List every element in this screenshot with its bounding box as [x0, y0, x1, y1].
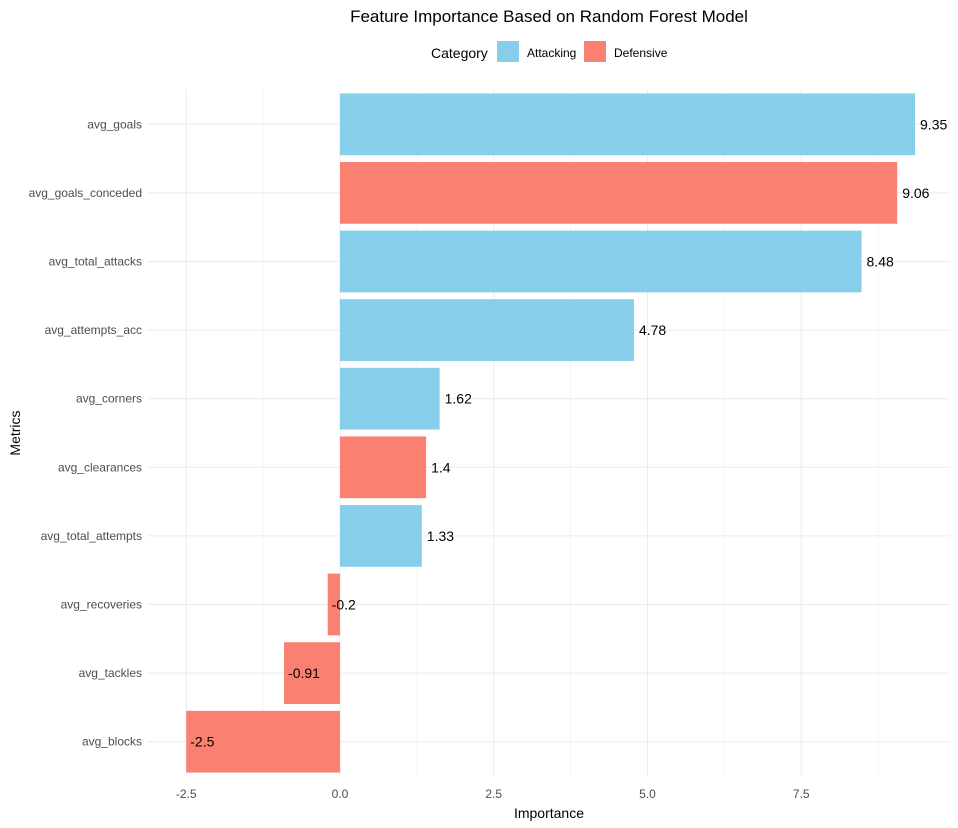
- data-label-avg-attempts-acc: 4.78: [639, 322, 666, 338]
- y-axis-title: Metrics: [7, 410, 23, 455]
- data-label-avg-total-attempts: 1.33: [427, 528, 454, 544]
- y-tick-label-avg-goals-conceded: avg_goals_conceded: [29, 186, 142, 200]
- y-tick-label-avg-tackles: avg_tackles: [79, 666, 142, 680]
- bar-avg-blocks: [186, 710, 340, 773]
- bar-avg-recoveries: [327, 573, 340, 636]
- legend: Category Attacking Defensive: [431, 41, 668, 62]
- y-tick-label-avg-corners: avg_corners: [76, 392, 142, 406]
- x-tick-label: 0.0: [332, 787, 349, 801]
- y-tick-label-avg-blocks: avg_blocks: [82, 735, 142, 749]
- x-axis-title: Importance: [514, 805, 584, 821]
- bar-avg-total-attempts: [340, 505, 422, 567]
- chart-title: Feature Importance Based on Random Fores…: [350, 7, 748, 26]
- legend-swatch-attacking: [497, 41, 519, 62]
- y-tick-label-avg-total-attacks: avg_total_attacks: [49, 255, 142, 269]
- x-tick-label: 5.0: [639, 787, 656, 801]
- legend-label-defensive: Defensive: [614, 46, 668, 60]
- data-label-avg-blocks: -2.5: [190, 734, 214, 750]
- data-label-avg-total-attacks: 8.48: [867, 254, 894, 270]
- x-tick-label: 2.5: [485, 787, 502, 801]
- y-tick-label-avg-total-attempts: avg_total_attempts: [41, 529, 142, 543]
- bars: [186, 93, 916, 773]
- bar-avg-tackles: [284, 642, 340, 704]
- bar-avg-goals: [340, 93, 916, 156]
- bar-avg-attempts-acc: [340, 299, 634, 361]
- legend-label-attacking: Attacking: [527, 46, 576, 60]
- x-tick-labels: -2.5 0.0 2.5 5.0 7.5: [176, 787, 810, 801]
- data-label-avg-goals: 9.35: [920, 116, 947, 132]
- y-tick-label-avg-attempts-acc: avg_attempts_acc: [45, 323, 142, 337]
- bar-avg-goals-conceded: [340, 162, 898, 224]
- data-labels: 9.35 9.06 8.48 4.78 1.62 1.4 1.33 -0.2 -0.91 -2.5: [190, 116, 947, 749]
- y-tick-label-avg-goals: avg_goals: [87, 117, 142, 131]
- y-tick-labels: avg_goals avg_goals_conceded avg_total_att…: [29, 117, 142, 748]
- bar-avg-total-attacks: [340, 230, 862, 293]
- data-label-avg-clearances: 1.4: [431, 459, 451, 475]
- x-tick-label: -2.5: [176, 787, 197, 801]
- data-label-avg-tackles: -0.91: [288, 665, 320, 681]
- legend-title: Category: [431, 45, 488, 61]
- bar-avg-clearances: [340, 436, 427, 499]
- data-label-avg-corners: 1.62: [445, 391, 472, 407]
- y-tick-label-avg-clearances: avg_clearances: [58, 460, 142, 474]
- x-tick-label: 7.5: [793, 787, 810, 801]
- legend-swatch-defensive: [584, 41, 606, 62]
- data-label-avg-recoveries: -0.2: [332, 597, 356, 613]
- y-tick-label-avg-recoveries: avg_recoveries: [61, 598, 142, 612]
- data-label-avg-goals-conceded: 9.06: [902, 185, 929, 201]
- bar-avg-corners: [340, 367, 440, 430]
